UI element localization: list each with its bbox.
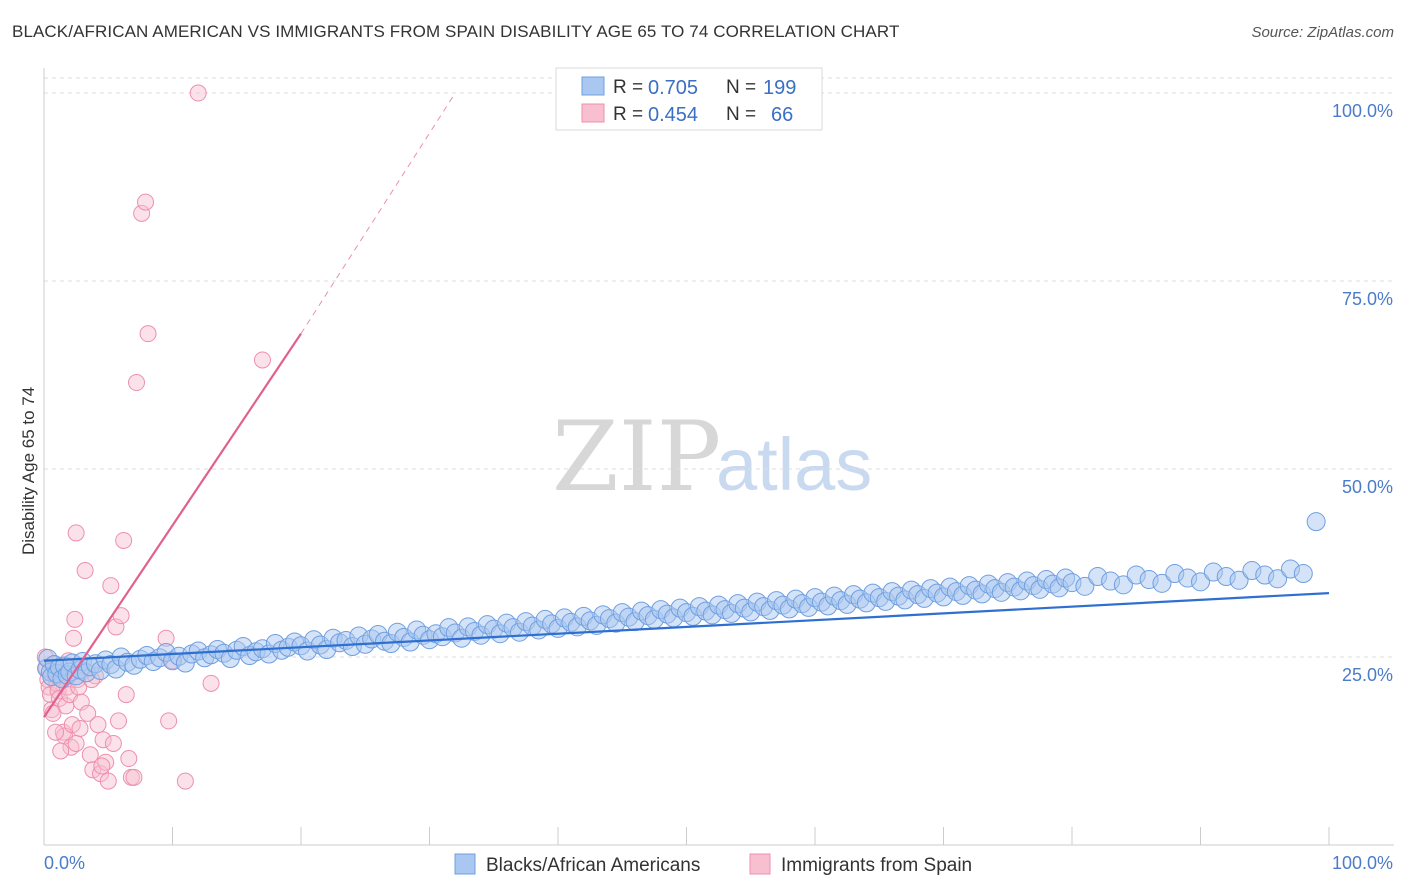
data-point-spain — [202, 674, 220, 692]
data-point-spain — [99, 772, 117, 790]
data-point-spain — [52, 742, 70, 760]
trend-line-spain-extension — [300, 92, 456, 334]
data-point-spain — [79, 704, 97, 722]
bottom-legend-label-blue: Blacks/African Americans — [486, 855, 700, 876]
data-point-spain — [253, 351, 271, 369]
data-point-spain — [137, 193, 155, 211]
legend-swatch-blue — [581, 76, 605, 96]
data-point-black — [1152, 573, 1172, 593]
trend-lines — [43, 92, 1330, 718]
data-point-spain — [133, 204, 151, 222]
data-point-spain — [47, 723, 65, 741]
data-point-black — [1229, 570, 1249, 590]
data-point-spain — [107, 618, 125, 636]
tick-labels: 25.0% 50.0% 75.0% 100.0% 0.0% 100.0% — [44, 101, 1393, 873]
data-point-spain — [66, 610, 84, 628]
y-tick-label: 75.0% — [1342, 289, 1393, 309]
data-point-spain — [65, 629, 83, 647]
data-point-spain — [115, 531, 133, 549]
trend-line-spain — [43, 333, 302, 718]
data-point-spain — [117, 686, 135, 704]
series-legend: Blacks/African Americans Immigrants from… — [454, 853, 972, 876]
y-tick-label: 50.0% — [1342, 477, 1393, 497]
data-point-black — [1075, 576, 1095, 596]
legend-n-value-2: 66 — [771, 104, 793, 126]
data-point-spain — [176, 772, 194, 790]
data-point-spain — [160, 712, 178, 730]
legend-r-value-1: 0.705 — [648, 77, 698, 99]
legend-r-value-2: 0.454 — [648, 104, 698, 126]
source-label: Source: ZipAtlas.com — [1251, 24, 1394, 41]
data-point-spain — [189, 84, 207, 102]
trend-line-black — [43, 591, 1330, 662]
bottom-legend-label-pink: Immigrants from Spain — [781, 855, 972, 876]
data-point-black — [1191, 572, 1210, 592]
data-point-spain — [120, 750, 138, 768]
data-point-spain — [84, 761, 102, 779]
data-point-black — [1268, 569, 1288, 589]
data-point-spain — [125, 768, 143, 786]
legend-n-value-1: 199 — [763, 77, 796, 99]
correlation-legend: R = 0.705 N = 199 R = 0.454 N = 66 — [555, 67, 823, 131]
watermark-atlas: atlas — [716, 423, 872, 506]
data-point-spain — [94, 731, 112, 749]
bottom-legend-swatch-blue — [454, 853, 476, 875]
data-point-spain — [93, 757, 111, 775]
data-point-spain — [89, 716, 107, 734]
series-blacks-african-americans — [37, 512, 1326, 689]
data-point-black — [1113, 575, 1133, 595]
data-point-black — [1306, 512, 1326, 532]
legend-swatch-pink — [581, 103, 605, 123]
series-immigrants-from-spain — [36, 84, 271, 790]
legend-r-label-2: R = — [613, 104, 643, 125]
data-point-spain — [76, 562, 94, 580]
x-tick-label-min: 0.0% — [44, 853, 85, 873]
data-point-spain — [110, 712, 128, 730]
data-point-spain — [104, 734, 122, 752]
axes — [43, 68, 1394, 846]
legend-r-label-1: R = — [613, 77, 643, 98]
data-point-spain — [63, 716, 81, 734]
y-axis-label: Disability Age 65 to 74 — [19, 387, 38, 555]
data-point-spain — [102, 577, 120, 595]
data-point-spain — [128, 374, 146, 392]
data-point-spain — [139, 325, 157, 343]
legend-n-label-2: N = — [726, 104, 756, 125]
data-point-spain — [71, 719, 89, 737]
data-point-spain — [67, 734, 85, 752]
chart-title: BLACK/AFRICAN AMERICAN VS IMMIGRANTS FRO… — [12, 22, 900, 41]
data-point-spain — [81, 746, 99, 764]
x-tick-label-max: 100.0% — [1332, 853, 1393, 873]
y-tick-label: 25.0% — [1342, 665, 1393, 685]
bottom-legend-swatch-pink — [749, 853, 771, 875]
y-tick-label: 100.0% — [1332, 101, 1393, 121]
legend-n-label-1: N = — [726, 77, 756, 98]
data-point-spain — [67, 524, 85, 542]
watermark-zip: ZIP — [552, 401, 721, 513]
data-point-black — [1293, 564, 1313, 584]
